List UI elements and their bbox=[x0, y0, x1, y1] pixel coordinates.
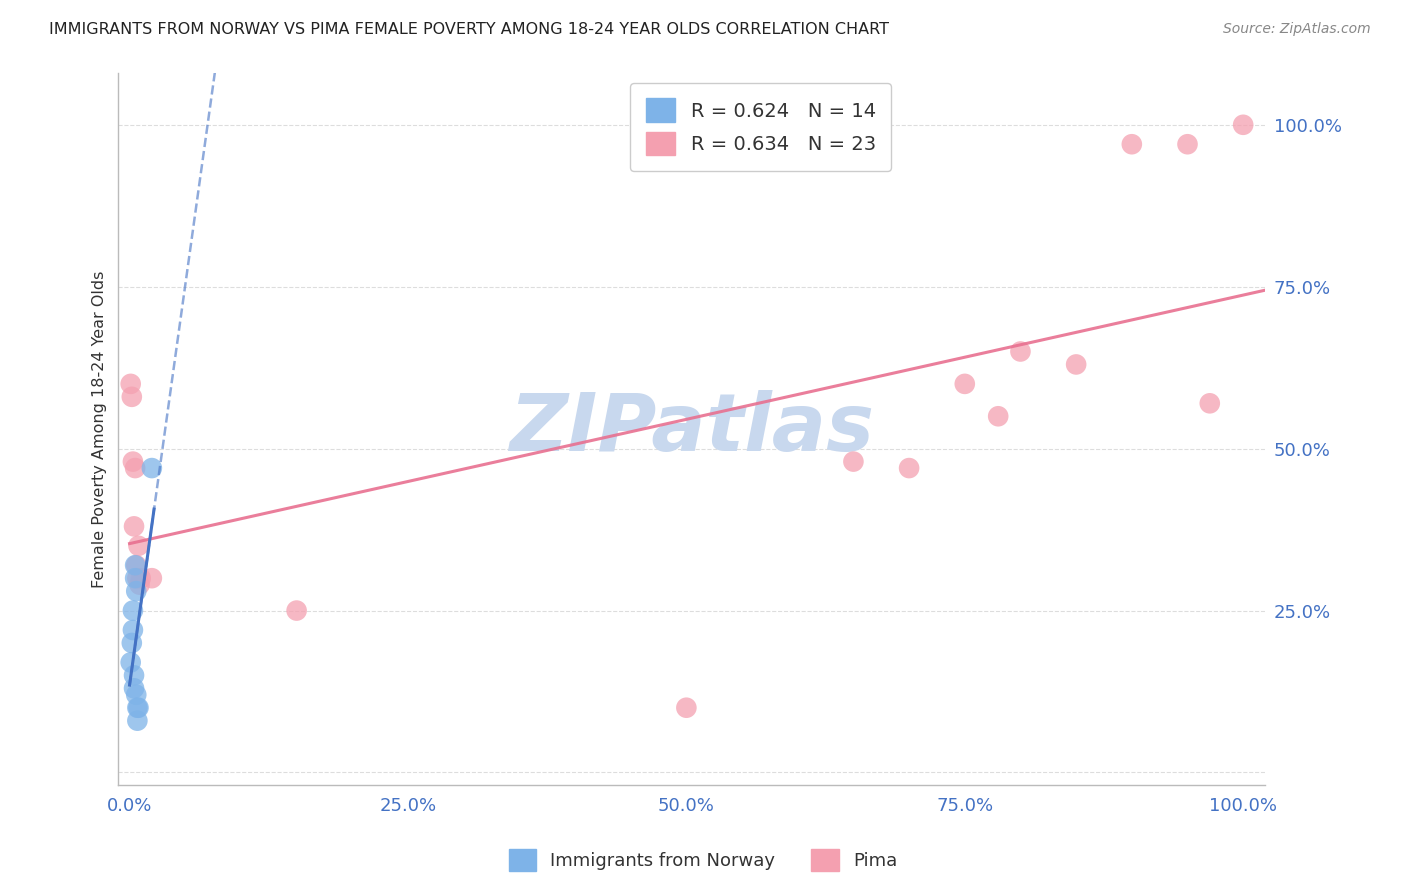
Point bbox=[127, 539, 149, 553]
Point bbox=[121, 390, 143, 404]
Point bbox=[125, 688, 148, 702]
Point bbox=[285, 603, 308, 617]
Point bbox=[122, 454, 145, 468]
Point bbox=[124, 571, 146, 585]
Point bbox=[1232, 118, 1254, 132]
Point bbox=[1121, 137, 1143, 152]
Point bbox=[141, 571, 163, 585]
Point bbox=[122, 623, 145, 637]
Y-axis label: Female Poverty Among 18-24 Year Olds: Female Poverty Among 18-24 Year Olds bbox=[93, 270, 107, 588]
Point bbox=[1010, 344, 1032, 359]
Point bbox=[120, 656, 142, 670]
Point bbox=[120, 376, 142, 391]
Point bbox=[898, 461, 921, 475]
Point bbox=[122, 681, 145, 696]
Point bbox=[124, 461, 146, 475]
Legend: Immigrants from Norway, Pima: Immigrants from Norway, Pima bbox=[502, 842, 904, 879]
Point bbox=[127, 700, 149, 714]
Point bbox=[953, 376, 976, 391]
Point bbox=[1198, 396, 1220, 410]
Point bbox=[842, 454, 865, 468]
Text: Source: ZipAtlas.com: Source: ZipAtlas.com bbox=[1223, 22, 1371, 37]
Point bbox=[122, 519, 145, 533]
Point bbox=[128, 577, 150, 591]
Point bbox=[1177, 137, 1199, 152]
Point bbox=[127, 571, 149, 585]
Point bbox=[675, 700, 697, 714]
Text: IMMIGRANTS FROM NORWAY VS PIMA FEMALE POVERTY AMONG 18-24 YEAR OLDS CORRELATION : IMMIGRANTS FROM NORWAY VS PIMA FEMALE PO… bbox=[49, 22, 889, 37]
Legend: R = 0.624   N = 14, R = 0.634   N = 23: R = 0.624 N = 14, R = 0.634 N = 23 bbox=[630, 83, 891, 171]
Point bbox=[122, 603, 145, 617]
Point bbox=[987, 409, 1010, 424]
Point bbox=[125, 584, 148, 599]
Point bbox=[141, 461, 163, 475]
Point bbox=[122, 668, 145, 682]
Text: ZIPatlas: ZIPatlas bbox=[509, 390, 875, 468]
Point bbox=[1064, 358, 1087, 372]
Point bbox=[125, 558, 148, 573]
Point bbox=[124, 558, 146, 573]
Point bbox=[127, 700, 149, 714]
Point bbox=[127, 714, 149, 728]
Point bbox=[129, 571, 152, 585]
Point bbox=[121, 636, 143, 650]
